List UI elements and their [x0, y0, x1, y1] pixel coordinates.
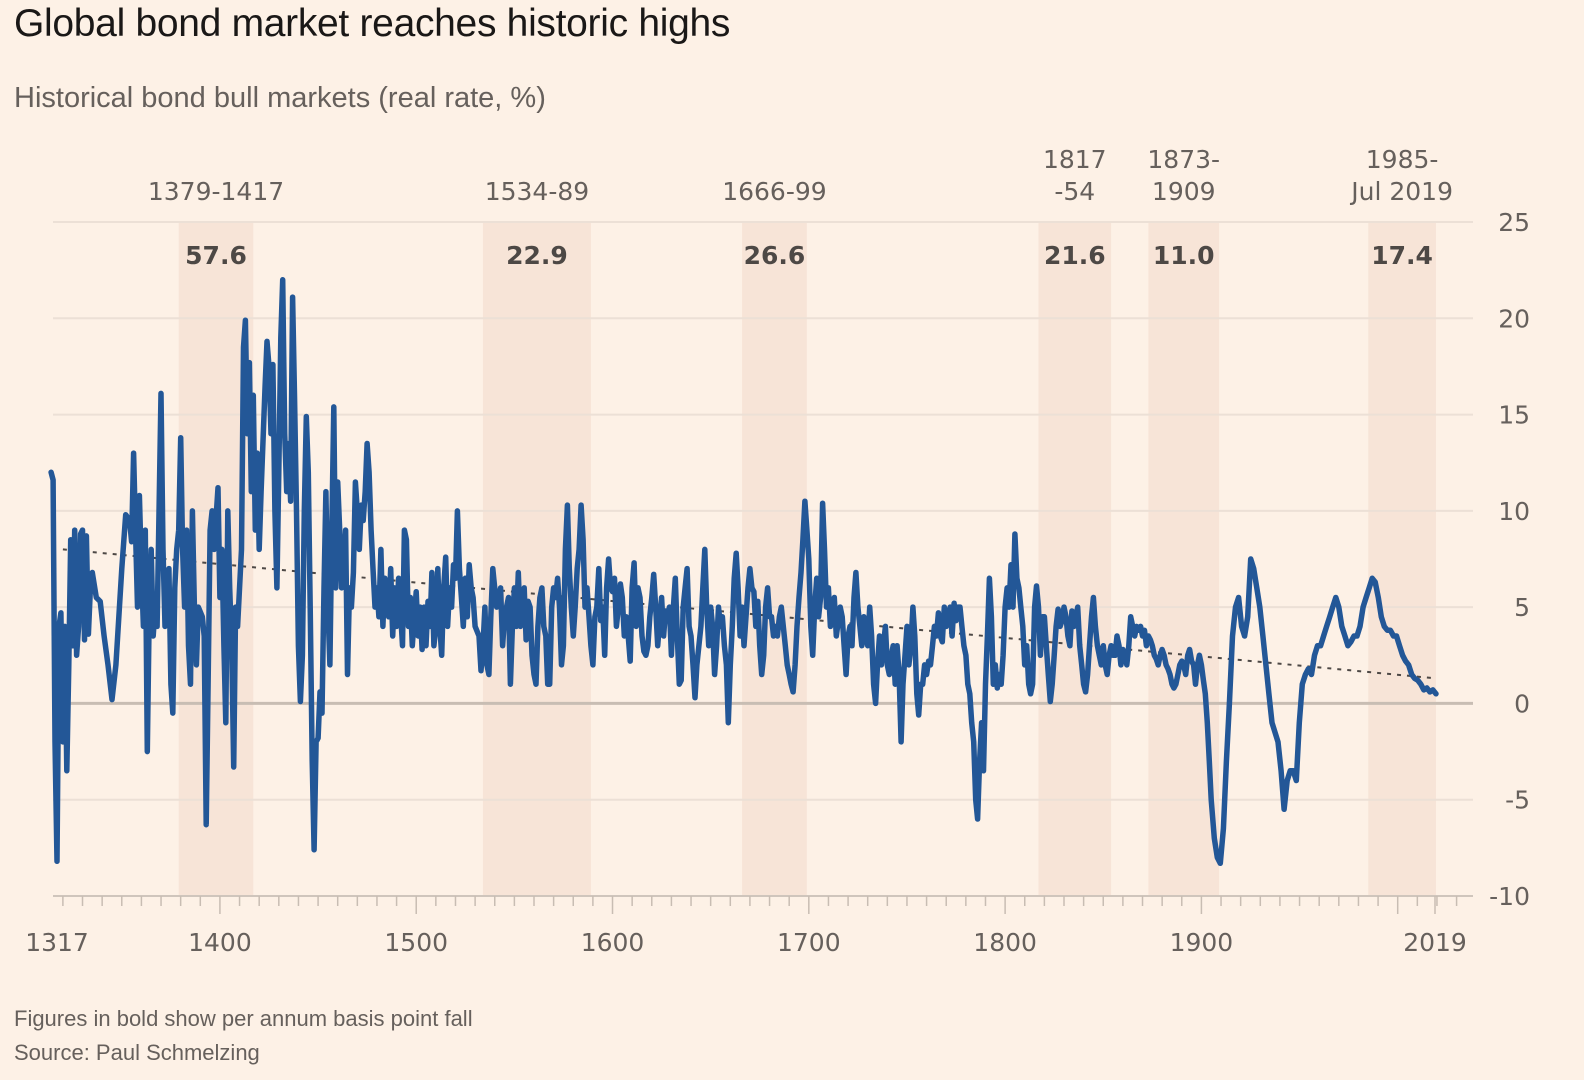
bull-market-bp-fall-value: 21.6 — [1044, 241, 1106, 270]
x-tick-label: 1500 — [384, 928, 448, 957]
bull-market-bp-fall-value: 17.4 — [1371, 241, 1433, 270]
x-tick-label: 1317 — [25, 928, 89, 957]
bull-market-period-label: 1534-89 — [485, 177, 589, 206]
bull-market-period-label: 1666-99 — [722, 177, 826, 206]
footnote-source: Source: Paul Schmelzing — [14, 1040, 260, 1065]
y-tick-label: 15 — [1498, 401, 1530, 430]
bull-market-band — [1368, 222, 1436, 896]
bull-market-period-label: 1379-1417 — [148, 177, 284, 206]
bull-market-period-label: Jul 2019 — [1349, 177, 1453, 206]
bull-market-bp-fall-value: 57.6 — [185, 241, 247, 270]
y-tick-label: 0 — [1514, 689, 1530, 718]
y-tick-label: 20 — [1498, 304, 1530, 333]
bull-market-bp-fall-value: 26.6 — [744, 241, 806, 270]
chart-subtitle: Historical bond bull markets (real rate,… — [14, 82, 546, 114]
y-tick-label: -10 — [1489, 882, 1530, 911]
bull-market-period-label: -54 — [1054, 177, 1095, 206]
bull-market-bp-fall-value: 11.0 — [1153, 241, 1215, 270]
bull-market-period-label: 1817 — [1043, 145, 1107, 174]
y-tick-label: 10 — [1498, 497, 1530, 526]
y-tick-label: 5 — [1514, 593, 1530, 622]
x-tick-label: 1400 — [188, 928, 252, 957]
bull-market-band — [742, 222, 807, 896]
bull-market-period-label: 1985- — [1366, 145, 1439, 174]
chart-title: Global bond market reaches historic high… — [14, 2, 731, 45]
footnote-note: Figures in bold show per annum basis poi… — [14, 1006, 473, 1031]
x-tick-label: 1900 — [1170, 928, 1234, 957]
x-tick-label: 1800 — [973, 928, 1037, 957]
bull-market-shading — [178, 222, 1436, 896]
x-axis: 1317 1400 1500 1600 1700 1800 1900 2019 — [25, 895, 1473, 957]
bull-market-band — [1148, 222, 1220, 896]
x-tick-label: 2019 — [1403, 928, 1467, 957]
bull-market-bp-fall-value: 22.9 — [506, 241, 568, 270]
bull-market-period-label: 1873- — [1147, 145, 1220, 174]
bull-market-period-label: 1909 — [1152, 177, 1216, 206]
y-tick-label: -5 — [1505, 786, 1530, 815]
real-rate-series-line — [48, 277, 1439, 867]
x-tick-label: 1700 — [777, 928, 841, 957]
y-axis: 25 20 15 10 5 0 -5 -10 — [1489, 208, 1530, 911]
x-tick-label: 1600 — [581, 928, 645, 957]
bull-market-band — [482, 222, 591, 896]
bull-market-labels: 1379-1417 57.6 1534-89 22.9 1666-99 26.6 1817 -… — [148, 145, 1453, 270]
series-line-group — [48, 277, 1439, 867]
bull-market-band — [1038, 222, 1112, 896]
y-tick-label: 25 — [1498, 208, 1530, 237]
